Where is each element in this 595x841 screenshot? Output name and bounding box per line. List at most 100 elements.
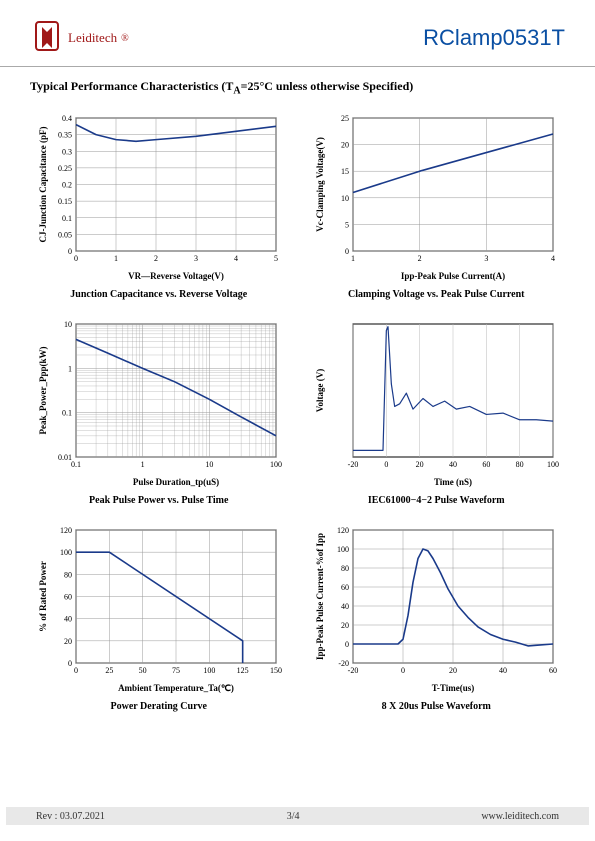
svg-text:3: 3	[194, 254, 198, 263]
svg-text:1: 1	[140, 460, 144, 469]
svg-text:0: 0	[401, 666, 405, 675]
svg-text:60: 60	[483, 460, 491, 469]
svg-text:20: 20	[341, 141, 349, 150]
svg-text:Voltage (V): Voltage (V)	[315, 369, 325, 412]
svg-text:100: 100	[203, 666, 215, 675]
product-title: RClamp0531T	[423, 25, 565, 51]
svg-text:15: 15	[341, 168, 349, 177]
chart-iec-waveform: -20020406080100Time (nS)Voltage (V) IEC6…	[308, 316, 566, 506]
svg-text:2: 2	[418, 254, 422, 263]
caption-peak-pulse-power: Peak Pulse Power vs. Pulse Time	[89, 495, 228, 506]
svg-text:120: 120	[60, 526, 72, 535]
svg-text:100: 100	[270, 460, 282, 469]
svg-text:0.1: 0.1	[62, 214, 72, 223]
svg-text:0.4: 0.4	[62, 114, 72, 123]
svg-text:75: 75	[172, 666, 180, 675]
svg-text:Time (nS): Time (nS)	[434, 477, 472, 487]
svg-text:0.05: 0.05	[58, 231, 72, 240]
registered-icon: ®	[121, 33, 129, 44]
svg-text:120: 120	[337, 526, 349, 535]
svg-text:125: 125	[236, 666, 248, 675]
svg-text:0.1: 0.1	[62, 409, 72, 418]
svg-text:20: 20	[341, 621, 349, 630]
svg-text:Ipp-Peak Pulse Current(A): Ipp-Peak Pulse Current(A)	[401, 271, 505, 281]
svg-text:0.3: 0.3	[62, 148, 72, 157]
chart-power-derating: 0255075100125150020406080100120Ambient T…	[30, 522, 288, 712]
svg-text:80: 80	[341, 564, 349, 573]
svg-text:5: 5	[345, 221, 349, 230]
brand-name: Leiditech	[68, 30, 117, 46]
svg-text:10: 10	[64, 320, 72, 329]
svg-text:5: 5	[274, 254, 278, 263]
footer-rev: Rev : 03.07.2021	[36, 811, 105, 822]
chart-peak-pulse-power: 0.11101000.010.1110Pulse Duration_tp(uS)…	[30, 316, 288, 506]
svg-text:100: 100	[60, 549, 72, 558]
page-footer: Rev : 03.07.2021 3/4 www.leiditech.com	[6, 807, 589, 825]
svg-text:10: 10	[205, 460, 213, 469]
svg-text:100: 100	[547, 460, 559, 469]
charts-grid: 01234500.050.10.150.20.250.30.350.4VR—Re…	[0, 102, 595, 712]
svg-text:25: 25	[105, 666, 113, 675]
svg-text:CJ-Junction Capacitance (pF): CJ-Junction Capacitance (pF)	[38, 127, 48, 243]
svg-text:60: 60	[341, 583, 349, 592]
svg-text:Ambient Temperature_Ta(℃): Ambient Temperature_Ta(℃)	[118, 683, 234, 693]
svg-text:0.01: 0.01	[58, 453, 72, 462]
logo: Leiditech ®	[30, 18, 129, 58]
svg-text:20: 20	[416, 460, 424, 469]
svg-text:0.25: 0.25	[58, 164, 72, 173]
svg-text:% of Rated Power: % of Rated Power	[38, 562, 48, 633]
svg-text:20: 20	[449, 666, 457, 675]
svg-text:25: 25	[341, 114, 349, 123]
svg-text:0.2: 0.2	[62, 181, 72, 190]
chart-8x20-waveform: -200204060-20020406080100120T-Time(us)Ip…	[308, 522, 566, 712]
svg-text:0: 0	[68, 247, 72, 256]
section-title-pre: Typical Performance Characteristics (T	[30, 79, 233, 93]
footer-url: www.leiditech.com	[481, 811, 559, 822]
section-title-post: =25°C unless otherwise Specified)	[241, 79, 414, 93]
svg-text:60: 60	[549, 666, 557, 675]
svg-text:Vc-Clamping Voltage(V): Vc-Clamping Voltage(V)	[315, 138, 325, 233]
svg-text:-20: -20	[348, 460, 359, 469]
svg-text:50: 50	[138, 666, 146, 675]
svg-text:0.15: 0.15	[58, 198, 72, 207]
section-title: Typical Performance Characteristics (TA=…	[0, 67, 595, 102]
caption-clamping-voltage: Clamping Voltage vs. Peak Pulse Current	[348, 289, 525, 300]
caption-iec-waveform: IEC61000−4−2 Pulse Waveform	[368, 495, 505, 506]
svg-text:3: 3	[485, 254, 489, 263]
caption-junction-capacitance: Junction Capacitance vs. Reverse Voltage	[70, 289, 247, 300]
svg-text:4: 4	[234, 254, 238, 263]
svg-text:0.35: 0.35	[58, 131, 72, 140]
chart-clamping-voltage: 12340510152025Ipp-Peak Pulse Current(A)V…	[308, 110, 566, 300]
caption-8x20-waveform: 8 X 20us Pulse Waveform	[382, 701, 491, 712]
svg-text:T-Time(us): T-Time(us)	[432, 683, 475, 693]
section-title-sub: A	[233, 85, 240, 96]
svg-text:0: 0	[74, 254, 78, 263]
page-header: Leiditech ® RClamp0531T	[0, 0, 595, 67]
svg-text:150: 150	[270, 666, 282, 675]
svg-text:Peak_Power_Ppp(kW): Peak_Power_Ppp(kW)	[38, 347, 48, 435]
svg-text:0: 0	[74, 666, 78, 675]
svg-text:20: 20	[64, 637, 72, 646]
svg-text:40: 40	[64, 615, 72, 624]
svg-text:0: 0	[345, 640, 349, 649]
caption-power-derating: Power Derating Curve	[111, 701, 207, 712]
svg-text:-20: -20	[339, 659, 350, 668]
svg-text:80: 80	[64, 571, 72, 580]
svg-text:4: 4	[551, 254, 555, 263]
svg-text:VR—Reverse Voltage(V): VR—Reverse Voltage(V)	[128, 271, 224, 281]
svg-text:40: 40	[449, 460, 457, 469]
svg-text:1: 1	[114, 254, 118, 263]
svg-text:1: 1	[68, 365, 72, 374]
svg-text:10: 10	[341, 194, 349, 203]
svg-text:-20: -20	[348, 666, 359, 675]
svg-text:0: 0	[345, 247, 349, 256]
svg-text:Ipp-Peak Pulse Current-%of Ipp: Ipp-Peak Pulse Current-%of Ipp	[315, 533, 325, 660]
svg-text:0.1: 0.1	[71, 460, 81, 469]
svg-text:60: 60	[64, 593, 72, 602]
svg-text:Pulse Duration_tp(uS): Pulse Duration_tp(uS)	[133, 477, 219, 487]
svg-text:0: 0	[385, 460, 389, 469]
chart-junction-capacitance: 01234500.050.10.150.20.250.30.350.4VR—Re…	[30, 110, 288, 300]
logo-icon	[30, 18, 64, 58]
svg-text:40: 40	[499, 666, 507, 675]
footer-page: 3/4	[287, 811, 300, 822]
